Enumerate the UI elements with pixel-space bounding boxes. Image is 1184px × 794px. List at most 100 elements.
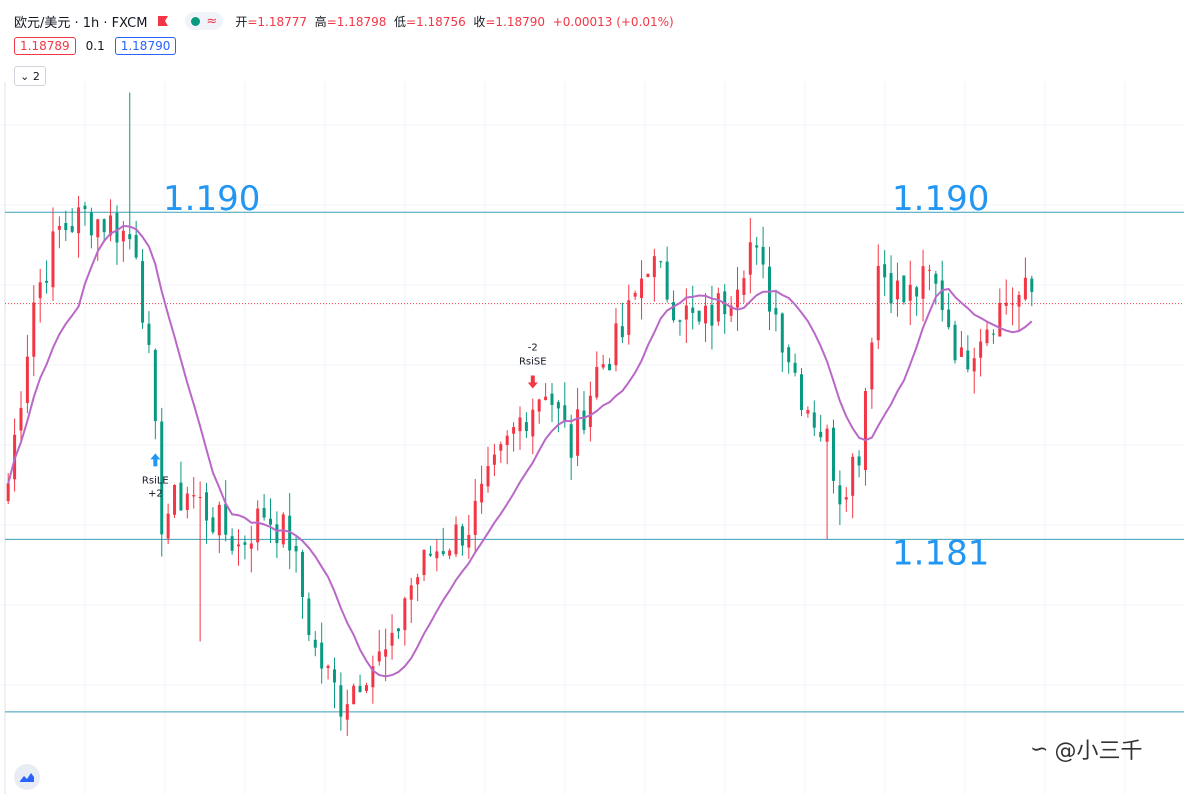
candle bbox=[793, 353, 797, 377]
candle bbox=[25, 334, 29, 414]
candle bbox=[467, 514, 471, 559]
arrow-up-icon bbox=[150, 453, 161, 467]
candle bbox=[294, 534, 298, 573]
candle bbox=[205, 482, 209, 544]
signal-label: RsiLE bbox=[142, 475, 169, 486]
ohlc-low: 低=1.18756 bbox=[394, 14, 466, 29]
wave-icon: ≈ bbox=[206, 13, 218, 29]
candle bbox=[512, 422, 516, 452]
grid bbox=[0, 82, 1184, 794]
candle bbox=[326, 664, 330, 680]
candle bbox=[77, 195, 81, 258]
candle bbox=[185, 486, 189, 519]
candle bbox=[659, 260, 663, 268]
candle bbox=[665, 246, 669, 303]
candle bbox=[300, 549, 304, 619]
candle bbox=[633, 290, 637, 300]
candle bbox=[428, 545, 432, 557]
candle bbox=[179, 461, 183, 512]
candle bbox=[838, 470, 842, 526]
quote-row: 1.18789 0.1 1.18790 bbox=[14, 37, 177, 55]
candle bbox=[787, 344, 791, 374]
candle bbox=[806, 406, 810, 418]
ask-price-button[interactable]: 1.18790 bbox=[114, 37, 177, 55]
candle bbox=[1011, 287, 1015, 326]
candle bbox=[544, 383, 548, 401]
candle bbox=[556, 400, 560, 433]
flag-icon[interactable] bbox=[157, 15, 169, 27]
candle bbox=[505, 430, 509, 465]
candle bbox=[64, 210, 68, 241]
candle bbox=[736, 266, 740, 332]
candle bbox=[313, 631, 317, 657]
candle bbox=[416, 573, 420, 602]
candle bbox=[237, 529, 241, 566]
weibo-icon: ∽ bbox=[1030, 736, 1049, 762]
candle bbox=[729, 296, 733, 322]
candle bbox=[268, 498, 272, 543]
candle bbox=[422, 549, 426, 582]
candle bbox=[550, 383, 554, 423]
tradingview-logo[interactable] bbox=[14, 764, 40, 790]
candle bbox=[121, 221, 125, 262]
candle bbox=[857, 450, 861, 478]
signal-qty: +2 bbox=[148, 488, 163, 499]
candle bbox=[972, 347, 976, 394]
candle bbox=[332, 657, 336, 709]
candle bbox=[908, 260, 912, 325]
candle bbox=[390, 614, 394, 660]
candle bbox=[134, 220, 138, 260]
candle bbox=[19, 391, 23, 442]
candle bbox=[32, 285, 36, 377]
candle bbox=[371, 655, 375, 704]
candle bbox=[128, 92, 132, 250]
candle bbox=[147, 311, 151, 354]
candle bbox=[863, 387, 867, 486]
candle bbox=[230, 528, 234, 555]
candle bbox=[1030, 275, 1034, 307]
candle bbox=[953, 320, 957, 364]
candle bbox=[243, 535, 247, 560]
candle bbox=[256, 500, 260, 551]
candle bbox=[755, 236, 759, 265]
ohlc-readout: 开=1.18777 高=1.18798 低=1.18756 收=1.18790 … bbox=[235, 13, 673, 30]
candle bbox=[697, 310, 701, 325]
bid-price-button[interactable]: 1.18789 bbox=[14, 37, 76, 55]
candle bbox=[486, 446, 490, 493]
candle bbox=[819, 414, 823, 442]
candle bbox=[876, 244, 880, 349]
candle bbox=[652, 248, 656, 302]
candle bbox=[704, 293, 708, 343]
candle bbox=[364, 682, 368, 694]
candle bbox=[1023, 257, 1027, 302]
collapse-indicators-button[interactable]: ⌄ 2 bbox=[14, 66, 46, 86]
candle bbox=[396, 627, 400, 639]
candle bbox=[192, 477, 196, 509]
candle bbox=[70, 208, 74, 234]
candles bbox=[6, 92, 1034, 736]
candle bbox=[582, 391, 586, 435]
collapse-count: 2 bbox=[32, 69, 40, 83]
signal-label: RsiSE bbox=[519, 357, 547, 368]
candle bbox=[320, 622, 324, 684]
candle bbox=[518, 406, 522, 450]
candle bbox=[1017, 291, 1021, 331]
indicator-pill[interactable]: ≈ bbox=[185, 12, 224, 30]
candle bbox=[761, 226, 765, 279]
candle bbox=[825, 424, 829, 540]
candle bbox=[480, 465, 484, 514]
candle bbox=[211, 507, 215, 535]
candle bbox=[1004, 279, 1008, 315]
level-label: 1.181 bbox=[892, 533, 989, 573]
candle bbox=[435, 539, 439, 572]
symbol-title[interactable]: 欧元/美元 · 1h · FXCM bbox=[14, 15, 148, 31]
candle bbox=[339, 672, 343, 731]
candle bbox=[224, 480, 228, 542]
candle bbox=[460, 523, 464, 556]
candle bbox=[217, 501, 221, 554]
candle bbox=[979, 328, 983, 377]
candle bbox=[57, 216, 61, 249]
candle bbox=[870, 337, 874, 409]
candle bbox=[991, 329, 995, 344]
